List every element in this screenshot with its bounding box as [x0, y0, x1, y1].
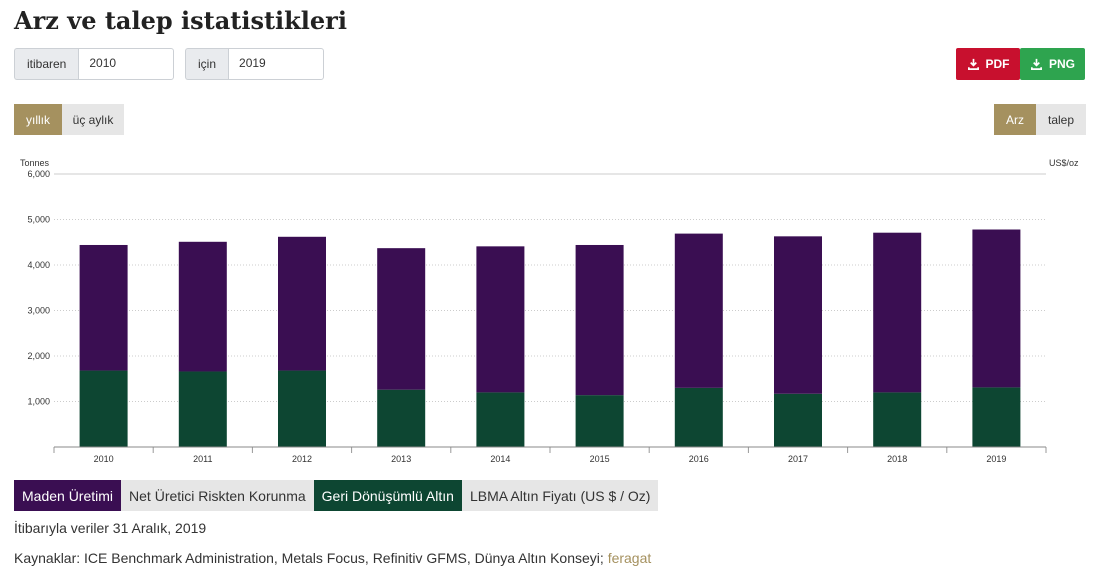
bar-segment: [674, 387, 723, 447]
y-axis-title: Tonnes: [20, 158, 50, 168]
bar-segment: [377, 389, 426, 447]
download-icon: [1031, 58, 1042, 70]
tab-quarterly[interactable]: üç aylık: [62, 104, 124, 135]
x-tick-label: 2017: [788, 454, 808, 464]
bar-segment: [79, 370, 128, 447]
bar-segment: [178, 371, 227, 447]
pdf-label: PDF: [985, 57, 1010, 71]
bar-segment: [278, 370, 326, 447]
bar-segment: [873, 232, 922, 393]
legend-item-lbma-price[interactable]: LBMA Altın Fiyatı (US $ / Oz): [461, 480, 659, 511]
x-tick-label: 2016: [689, 454, 709, 464]
legend-item-mine-production[interactable]: Maden Üretimi: [14, 480, 122, 511]
from-year-field: itibaren 2010: [14, 48, 175, 80]
bar-segment: [476, 392, 525, 447]
x-tick-label: 2019: [986, 454, 1006, 464]
y-tick-label: 6,000: [27, 169, 50, 179]
tab-yearly[interactable]: yıllık: [14, 104, 62, 135]
tab-supply[interactable]: Arz: [994, 104, 1036, 135]
supply-chart: Tonnes US$/oz 1,000 2,000 3,000 4,000 5,000 6,0…: [20, 158, 1079, 464]
y-tick-label: 5,000: [27, 215, 50, 225]
bar-segment: [972, 387, 1021, 447]
bar-segment: [476, 246, 525, 393]
sources-line: Kaynaklar: ICE Benchmark Administration,…: [14, 550, 651, 566]
bar-segment: [873, 392, 922, 447]
to-year-input[interactable]: 2019: [228, 48, 325, 80]
view-toggle: Arz talep: [994, 104, 1086, 135]
tab-demand[interactable]: talep: [1036, 104, 1086, 135]
y-tick-label: 4,000: [27, 260, 50, 270]
x-tick-label: 2015: [590, 454, 610, 464]
y-tick-label: 3,000: [27, 306, 50, 316]
bar-segment: [278, 236, 326, 371]
from-year-input[interactable]: 2010: [78, 48, 175, 80]
x-tick-label: 2010: [94, 454, 114, 464]
x-tick-label: 2013: [391, 454, 411, 464]
chart-legend: Maden Üretimi Net Üretici Riskten Korunm…: [14, 480, 659, 511]
y-tick-label: 1,000: [27, 397, 50, 407]
x-tick-label: 2014: [490, 454, 510, 464]
from-label: itibaren: [14, 48, 79, 80]
sources-text: Kaynaklar: ICE Benchmark Administration,…: [14, 550, 604, 566]
download-icon: [967, 58, 979, 70]
png-label: PNG: [1048, 57, 1075, 71]
bar-segment: [774, 236, 822, 394]
to-label: için: [185, 48, 229, 80]
bar-segment: [674, 233, 723, 388]
x-tick-label: 2018: [887, 454, 907, 464]
bar-segment: [575, 395, 624, 447]
legend-item-recycled-gold[interactable]: Geri Dönüşümlü Altın: [313, 480, 462, 511]
disclaimer-link[interactable]: feragat: [607, 550, 652, 566]
data-date-note: İtibarıyla veriler 31 Aralık, 2019: [14, 520, 207, 536]
x-tick-label: 2011: [193, 454, 212, 464]
page-title: Arz ve talep istatistikleri: [14, 6, 347, 35]
bar-segment: [79, 244, 128, 371]
bar-segment: [178, 241, 227, 372]
bar-segment: [774, 393, 822, 447]
legend-item-producer-hedging[interactable]: Net Üretici Riskten Korunma: [121, 480, 314, 511]
png-download-button[interactable]: PNG: [1020, 48, 1085, 80]
bar-segment: [377, 248, 426, 390]
to-year-field: için 2019: [185, 48, 325, 80]
y2-axis-title: US$/oz: [1049, 158, 1079, 168]
bar-segment: [575, 244, 624, 396]
x-tick-label: 2012: [292, 454, 312, 464]
pdf-download-button[interactable]: PDF: [956, 48, 1020, 80]
bar-segment: [972, 229, 1021, 388]
y-tick-label: 2,000: [27, 351, 50, 361]
period-toggle: yıllık üç aylık: [14, 104, 124, 135]
